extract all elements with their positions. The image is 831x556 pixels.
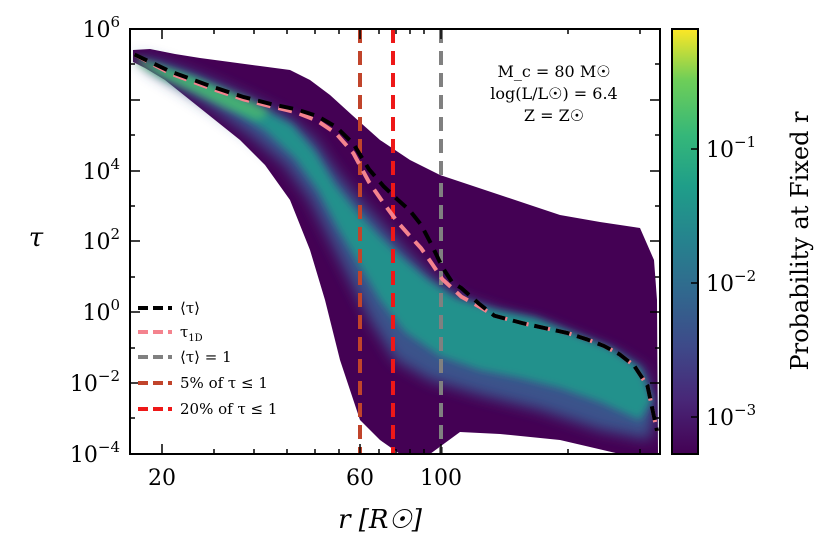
y-tick-label: 100 — [82, 296, 120, 326]
legend-label-20-percent: 20% of τ ≤ 1 — [180, 400, 277, 418]
tau-mean-curve — [133, 52, 659, 432]
x-axis-label: r [R☉] — [338, 505, 423, 535]
legend-label-tau-eq-1: ⟨τ⟩ = 1 — [180, 348, 232, 366]
y-tick-label: 106 — [82, 13, 120, 43]
annotation-metallicity: Z = Z☉ — [524, 106, 584, 125]
legend-label-5-percent: 5% of τ ≤ 1 — [180, 374, 268, 392]
annotation-mass: M_c = 80 M☉ — [497, 62, 610, 81]
legend-label-tau-1d: τ1D — [180, 323, 203, 344]
y-tick-labels: 106 104 102 100 10−2 10−4 — [70, 13, 120, 468]
y-tick-label: 10−2 — [70, 367, 120, 397]
x-tick-label: 100 — [420, 466, 462, 491]
colorbar-label: Probability at Fixed r — [786, 111, 814, 371]
y-axis-ticks — [130, 28, 660, 455]
y-axis-label: τ — [29, 223, 44, 253]
x-axis-ticks — [161, 29, 641, 454]
colorbar-tick-label: 10−2 — [706, 267, 756, 297]
tau-1d-curve — [133, 52, 659, 432]
legend-label-tau-mean: ⟨τ⟩ — [180, 299, 200, 317]
colorbar: 10−1 10−2 10−3 Probability at Fixed r — [671, 28, 814, 455]
colorbar-tick-label: 10−1 — [706, 133, 756, 163]
probability-envelope-bright — [134, 57, 270, 120]
plot-area — [133, 29, 659, 454]
probability-envelope-core — [136, 58, 652, 420]
x-tick-labels: 20 60 100 — [148, 466, 462, 491]
colorbar-tick-label: 10−3 — [706, 401, 756, 431]
x-tick-label: 20 — [148, 466, 176, 491]
y-tick-label: 102 — [82, 225, 120, 255]
annotation-luminosity: log(L/L☉) = 6.4 — [490, 84, 617, 103]
parameter-annotation: M_c = 80 M☉ log(L/L☉) = 6.4 Z = Z☉ — [490, 62, 617, 125]
y-tick-label: 10−4 — [70, 438, 120, 468]
legend: ⟨τ⟩ τ1D ⟨τ⟩ = 1 5% of τ ≤ 1 20% of τ ≤ 1 — [138, 299, 277, 418]
x-tick-label: 60 — [346, 466, 374, 491]
y-tick-label: 104 — [82, 155, 120, 185]
colorbar-gradient — [671, 28, 699, 455]
